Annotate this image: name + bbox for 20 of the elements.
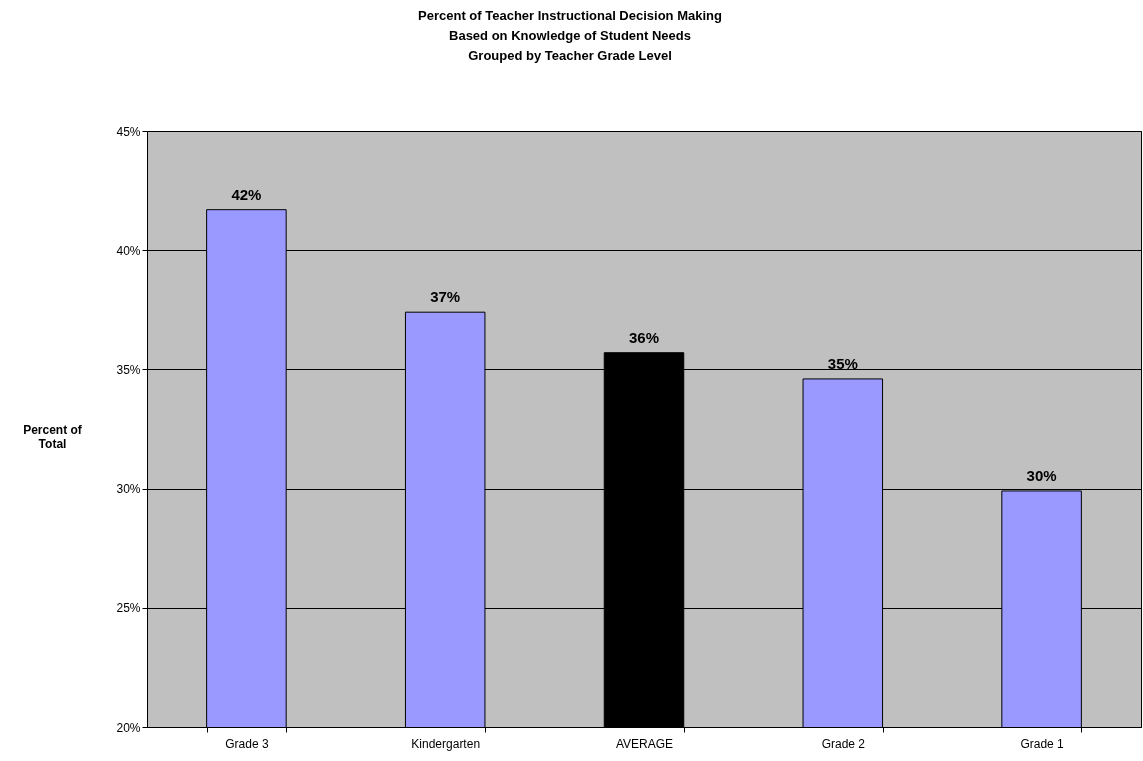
x-tick-label: Kindergarten bbox=[411, 736, 481, 751]
y-axis-title: Percent of Total bbox=[23, 422, 83, 451]
x-tick-label: Grade 2 bbox=[821, 736, 866, 751]
text: Percent of Teacher Instructional Decision Making bbox=[418, 8, 722, 23]
data-label: 36% bbox=[628, 328, 660, 346]
x-tick-label: Grade 1 bbox=[1020, 736, 1065, 751]
data-label: 35% bbox=[827, 354, 858, 372]
x-tick-label: AVERAGE bbox=[615, 736, 674, 751]
data-label: 42% bbox=[231, 185, 262, 203]
x-tick-label: Grade 3 bbox=[225, 736, 269, 751]
y-tick-label: 20% bbox=[116, 720, 141, 735]
y-tick-label: 25% bbox=[116, 601, 141, 616]
y-tick-label: 40% bbox=[116, 243, 141, 258]
y-tick-label: 35% bbox=[116, 362, 141, 377]
y-tick-label: 30% bbox=[116, 482, 141, 497]
text: Based on Knowledge of Student Needs bbox=[449, 28, 691, 43]
y-tick-label: 45% bbox=[116, 124, 141, 139]
data-label: 30% bbox=[1026, 466, 1057, 484]
data-label: 37% bbox=[430, 288, 461, 306]
text: Grouped by Teacher Grade Level bbox=[468, 48, 672, 63]
